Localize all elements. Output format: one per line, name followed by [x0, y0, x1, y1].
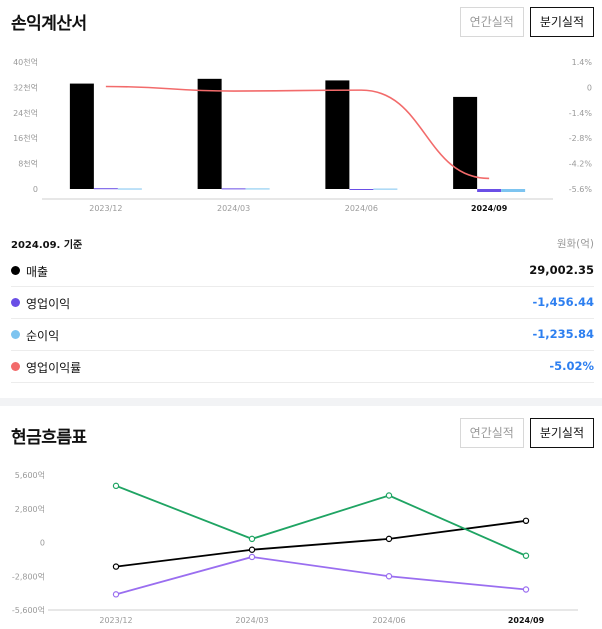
bar-operating-income	[477, 189, 502, 192]
bar-net-income	[373, 188, 398, 190]
bar-net-income	[501, 189, 526, 192]
metric-label: 영업이익	[26, 297, 71, 311]
y-left-tick-label: 8천억	[18, 159, 38, 169]
x-tick-label: 2024/09	[471, 204, 508, 213]
cashflow-point	[248, 546, 256, 553]
cashflow-point	[112, 591, 120, 598]
cashflow-point	[522, 517, 530, 525]
cashflow-point	[385, 492, 393, 499]
cashflow-series-line	[115, 556, 527, 596]
cashflow-chart: 5,600억 2,800억 0 -2,800억 -5,600억 2023/12 2024/0…	[12, 470, 578, 625]
income-statement-title: 손익계산서	[11, 14, 87, 34]
metric-value: 29,002.35	[529, 263, 594, 277]
cashflow-section: 현금흐름표 연간실적 분기실적 5,600억 2,800억 0 -2,800억 -5,6…	[0, 406, 602, 629]
y-tick-label: 5,600억	[15, 470, 45, 480]
bar-revenue	[69, 83, 94, 189]
income-quarterly-button[interactable]: 분기실적	[529, 7, 594, 37]
cashflow-quarterly-button[interactable]: 분기실적	[529, 418, 594, 448]
cashflow-point	[385, 573, 393, 580]
cashflow-annual-button[interactable]: 연간실적	[459, 418, 524, 448]
income-annual-button[interactable]: 연간실적	[459, 7, 524, 37]
legend-dot	[11, 266, 20, 275]
cashflow-point	[385, 535, 393, 543]
legend-dot	[11, 330, 20, 339]
x-tick-label: 2024/06	[372, 616, 405, 625]
y-right-tick-label: -4.2%	[569, 160, 593, 169]
metric-label: 영업이익률	[26, 361, 82, 375]
metric-value: -1,456.44	[532, 295, 594, 309]
x-tick-label: 2024/06	[345, 204, 378, 213]
y-tick-label: -5,600억	[12, 605, 45, 615]
income-chart: 0 8천억 16천억 24천억 32천억 40천억 1.4% 0 -1.4% -2.8% -4.2%…	[13, 57, 593, 213]
cashflow-series-line	[115, 519, 527, 568]
income-period-toggle: 연간실적 분기실적	[459, 7, 594, 37]
y-right-tick-label: -5.6%	[569, 185, 593, 194]
cashflow-point	[112, 482, 120, 490]
metric-row-net-income: 순이익 -1,235.84	[11, 319, 594, 351]
metric-value: -5.02%	[549, 359, 594, 373]
bar-net-income	[245, 188, 270, 190]
cashflow-series-line	[115, 485, 527, 557]
legend-dot	[11, 298, 20, 307]
currency-unit-label: 원화(억)	[556, 238, 594, 250]
basis-date-label: 2024.09. 기준	[11, 240, 83, 251]
income-basis-row: 2024.09. 기준 원화(억)	[11, 236, 594, 251]
y-tick-label: 0	[40, 539, 45, 548]
y-left-tick-label: 16천억	[13, 133, 38, 143]
cashflow-point	[112, 563, 120, 570]
metric-row-operating-income: 영업이익 -1,456.44	[11, 287, 594, 319]
x-tick-label: 2024/03	[217, 204, 250, 213]
section-divider	[0, 398, 602, 406]
y-right-tick-label: -1.4%	[569, 109, 593, 118]
metric-row-revenue: 매출 29,002.35	[11, 255, 594, 287]
y-left-tick-label: 32천억	[13, 82, 38, 92]
income-statement-section: 손익계산서 연간실적 분기실적 0 8천억 16천억 24천억 32천억 40천억 1.4%…	[11, 7, 594, 383]
cashflow-title: 현금흐름표	[11, 428, 87, 448]
cashflow-point	[522, 586, 530, 593]
bar-net-income	[117, 188, 142, 190]
x-tick-label: 2024/09	[508, 616, 545, 625]
y-left-tick-label: 24천억	[13, 108, 38, 118]
x-tick-label: 2023/12	[99, 616, 132, 625]
bar-revenue	[325, 80, 350, 189]
y-left-tick-label: 0	[33, 185, 38, 194]
y-tick-label: -2,800억	[12, 571, 45, 581]
operating-margin-line	[105, 85, 490, 180]
bar-revenue	[197, 78, 222, 189]
x-tick-label: 2024/03	[235, 616, 268, 625]
bar-revenue	[453, 96, 478, 189]
cashflow-point	[522, 552, 530, 559]
cashflow-point	[248, 553, 256, 561]
metric-label: 순이익	[26, 329, 60, 343]
metric-row-operating-margin: 영업이익률 -5.02%	[11, 351, 594, 383]
y-left-tick-label: 40천억	[13, 57, 38, 67]
y-right-tick-label: -2.8%	[569, 134, 593, 143]
cashflow-point	[248, 535, 256, 543]
metric-value: -1,235.84	[532, 327, 594, 341]
legend-dot	[11, 362, 20, 371]
metric-label: 매출	[26, 265, 49, 279]
y-right-tick-label: 1.4%	[572, 58, 593, 67]
income-metric-list: 매출 29,002.35 영업이익 -1,456.44 순이익 -1,235.8…	[11, 255, 594, 383]
bar-operating-income	[93, 188, 118, 190]
bar-operating-income	[349, 189, 374, 190]
y-tick-label: 2,800억	[15, 504, 45, 514]
bar-operating-income	[221, 188, 246, 190]
x-tick-label: 2023/12	[89, 204, 122, 213]
cashflow-period-toggle: 연간실적 분기실적	[459, 418, 594, 448]
y-right-tick-label: 0	[587, 83, 592, 92]
